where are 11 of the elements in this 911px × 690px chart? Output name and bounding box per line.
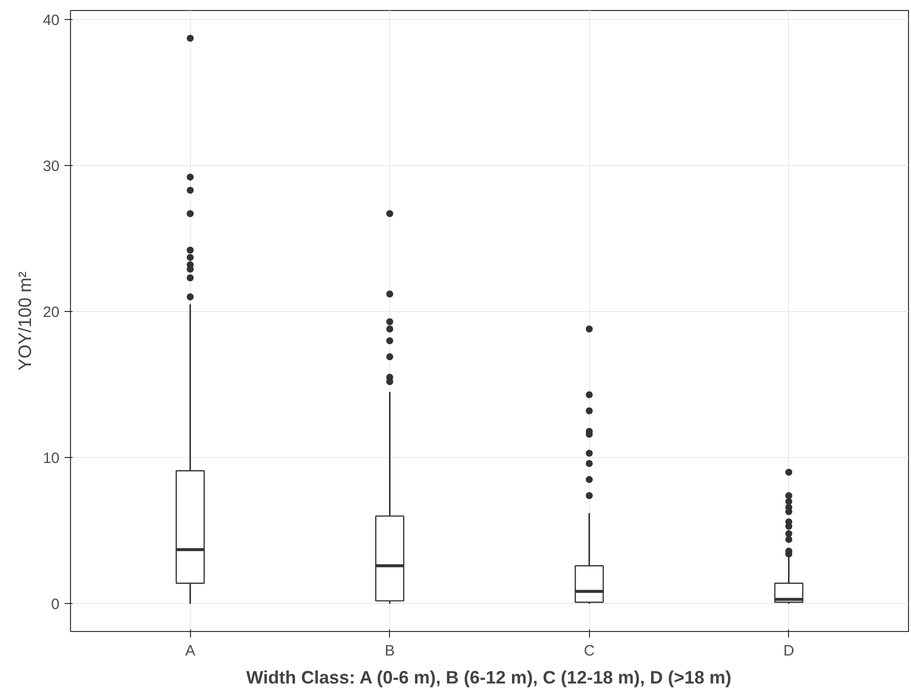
x-tick-label: D bbox=[783, 642, 794, 660]
y-tick-label: 10 bbox=[42, 450, 60, 468]
x-tick-label: C bbox=[584, 642, 595, 660]
y-tick-label: 0 bbox=[51, 596, 60, 614]
x-tick-label: A bbox=[185, 642, 196, 660]
y-tick-label: 30 bbox=[42, 158, 60, 175]
y-tick-label: 20 bbox=[42, 304, 60, 321]
y-tick-label: 40 bbox=[42, 12, 60, 29]
x-tick-label: B bbox=[384, 642, 395, 660]
y-axis-title: YOY/100 m² bbox=[14, 271, 35, 371]
x-axis-title: Width Class: A (0-6 m), B (6-12 m), C (12-18 m), D (>18 m) bbox=[246, 668, 732, 688]
